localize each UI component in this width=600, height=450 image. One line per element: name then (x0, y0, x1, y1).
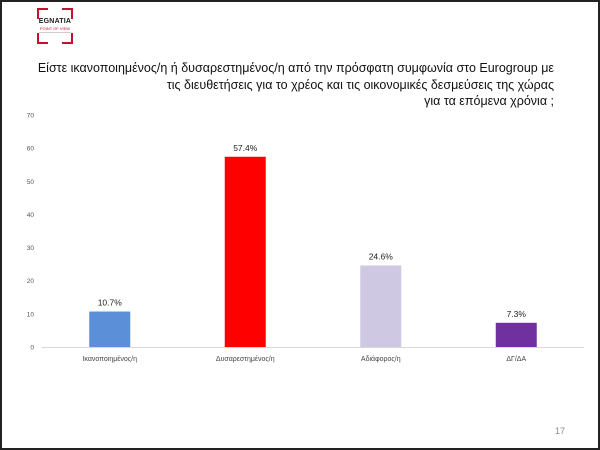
question-title: Είστε ικανοποιημένος/η ή δυσαρεστημένος/… (37, 61, 554, 108)
logo-subtitle: POINT OF VIEW (39, 26, 71, 31)
data-label: 57.4% (233, 143, 258, 153)
logo-corner-top-left (37, 8, 48, 19)
bar (495, 322, 537, 347)
logo-corner-bottom-right (62, 33, 73, 44)
bar (360, 265, 402, 347)
y-tick-label: 50 (27, 179, 35, 186)
data-label: 10.7% (98, 298, 123, 308)
y-tick-label: 30 (27, 245, 35, 252)
y-tick-label: 60 (27, 146, 35, 153)
logo-name: EGNATIA (38, 18, 72, 25)
bar (89, 311, 131, 347)
logo-fine-print (39, 32, 71, 39)
egnatia-logo: EGNATIA POINT OF VIEW (37, 8, 73, 44)
logo-corner-bottom-left (37, 33, 48, 44)
y-tick-label: 20 (27, 278, 35, 285)
y-tick-label: 10 (27, 311, 35, 318)
y-tick-label: 70 (27, 113, 35, 120)
data-label: 7.3% (507, 309, 527, 319)
y-tick-label: 40 (27, 212, 35, 219)
x-category-label: ΔΓ/ΔΑ (506, 356, 526, 363)
x-category-label: Αδιάφορος/η (361, 355, 401, 363)
x-category-label: Ικανοποιημένος/η (82, 355, 137, 363)
x-category-label: Δυσαρεστημένος/η (216, 355, 275, 363)
y-tick-label: 0 (30, 345, 34, 352)
bar (224, 156, 266, 347)
page-number: 17 (555, 426, 566, 436)
logo-corner-top-right (62, 8, 73, 19)
data-label: 24.6% (369, 251, 394, 261)
